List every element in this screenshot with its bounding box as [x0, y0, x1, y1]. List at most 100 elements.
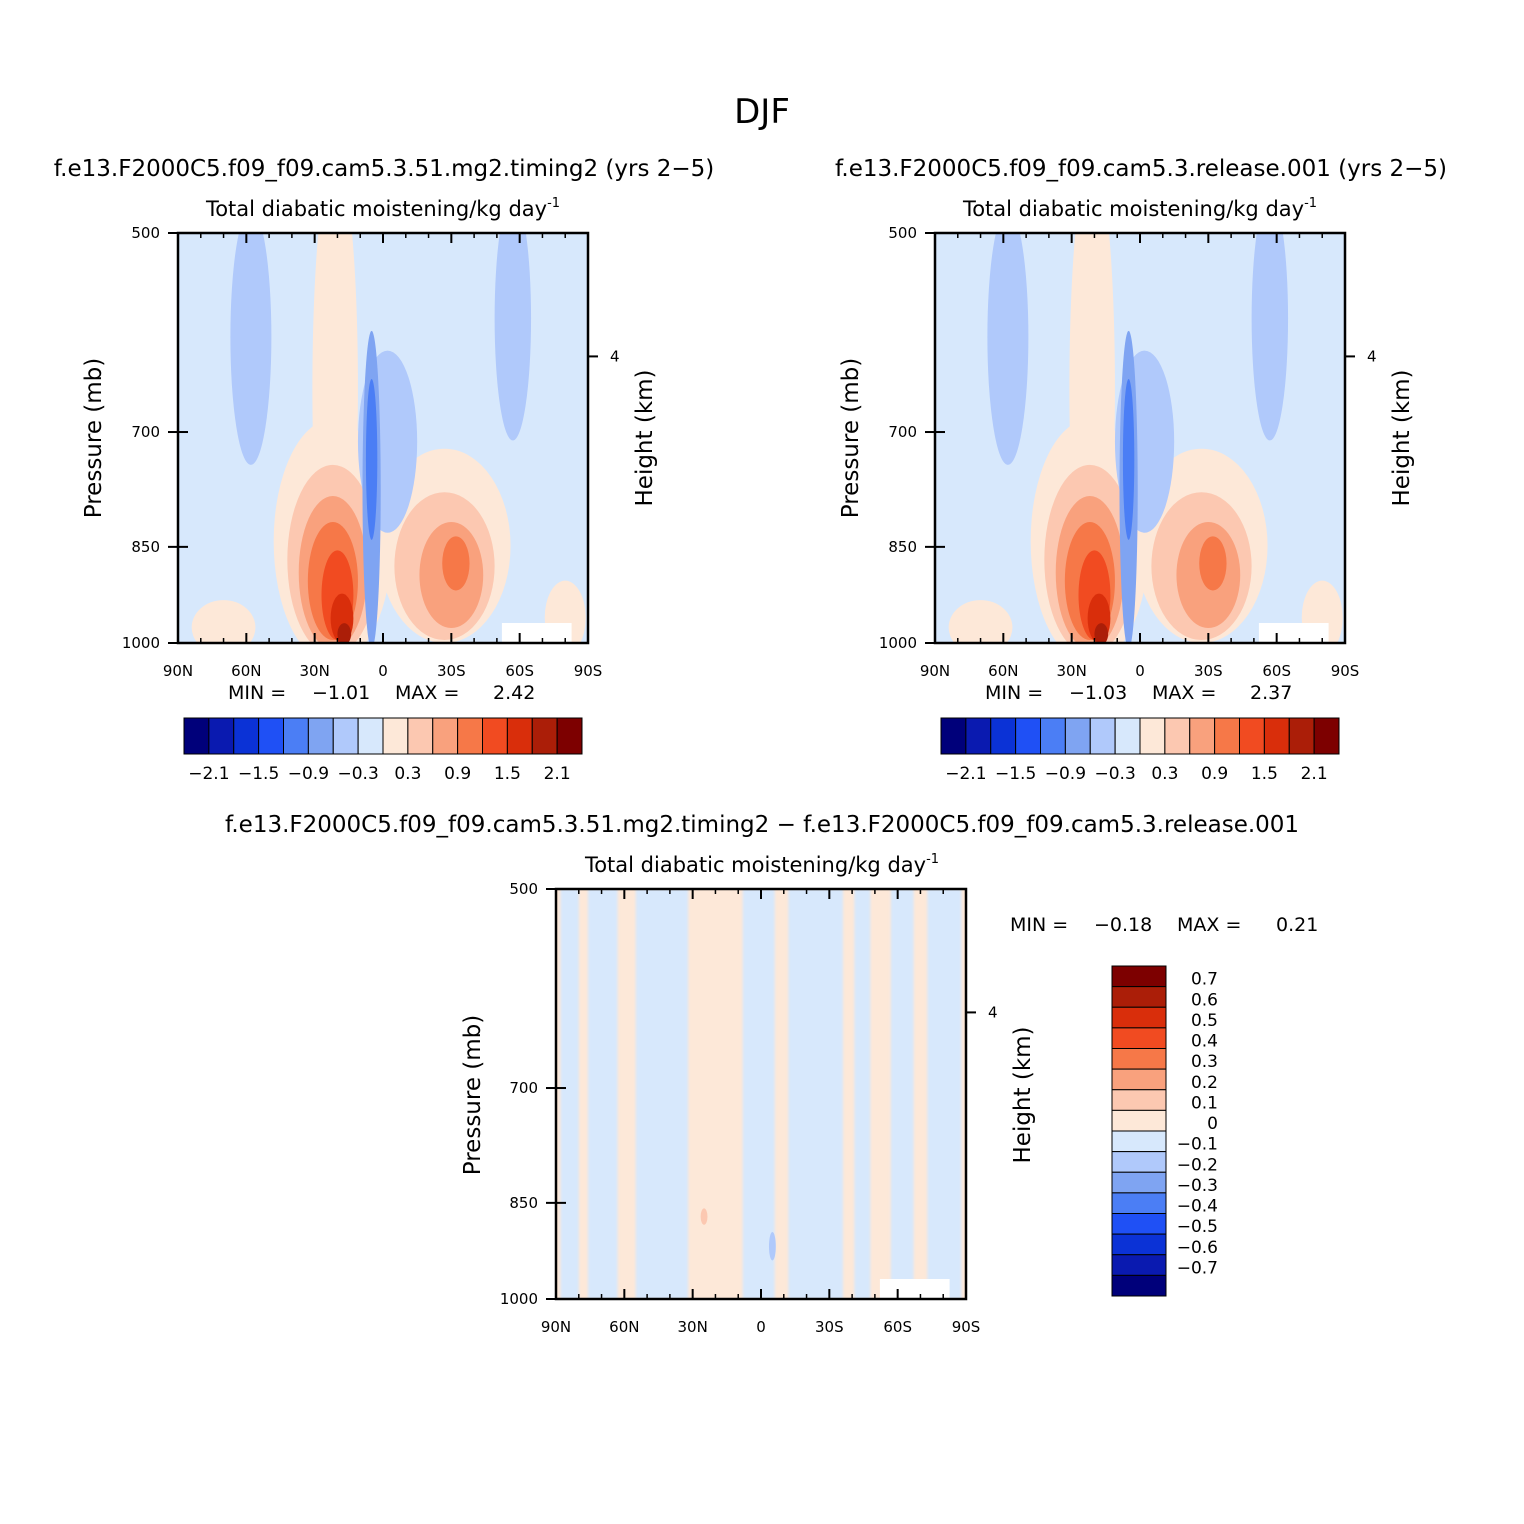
colorbar-label-4: 0.3 — [1191, 1052, 1218, 1072]
colorbar-box-7 — [1111, 1109, 1167, 1132]
colorbar-label-6: 0.1 — [1191, 1093, 1218, 1113]
x-tick-label-4: 30S — [815, 1318, 844, 1336]
colorbar-box-10 — [432, 717, 459, 755]
colorbar-label-7: 2.1 — [544, 764, 571, 784]
x-tick-label-4: 30S — [1194, 662, 1223, 680]
colorbar-label-5: 0.2 — [1191, 1073, 1218, 1093]
y-right-tick-label-0: 4 — [988, 1003, 998, 1021]
colorbar-box-8 — [1139, 717, 1166, 755]
colorbar-box-7 — [1114, 717, 1141, 755]
panel-1-max-value: 2.42 — [493, 682, 535, 704]
colorbar-box-14 — [531, 717, 558, 755]
field-band-2 — [635, 889, 689, 1299]
field-blob-15 — [1094, 623, 1109, 643]
colorbar-box-10 — [1189, 717, 1216, 755]
field-band-1 — [587, 889, 618, 1299]
y-tick-label-3: 1000 — [879, 634, 917, 652]
panel-2-title: Total diabatic moistening/kg day-1 — [962, 196, 1317, 221]
panel-1-max-label: MAX = — [395, 682, 459, 704]
colorbar-label-4: 0.3 — [394, 764, 421, 784]
field-band-5 — [854, 889, 871, 1299]
colorbar-box-2 — [1111, 1006, 1167, 1029]
colorbar-label-10: −0.3 — [1177, 1176, 1218, 1196]
panel-3-ylabel-right: Height (km) — [1010, 1026, 1036, 1163]
x-tick-label-0: 90N — [163, 662, 193, 680]
colorbar-label-13: −0.6 — [1177, 1238, 1218, 1258]
missing-data-mask — [501, 623, 572, 643]
colorbar-box-4 — [1040, 717, 1066, 755]
colorbar-box-11 — [457, 717, 483, 755]
x-tick-label-6: 90S — [952, 1318, 981, 1336]
colorbar-box-15 — [1313, 717, 1340, 755]
panel-3-ylabel: Pressure (mb) — [460, 1015, 486, 1175]
panel-1-min-label: MIN = — [228, 682, 286, 704]
colorbar-box-11 — [1214, 717, 1240, 755]
colorbar-label-6: 1.5 — [494, 764, 521, 784]
panel-2-min-label: MIN = — [985, 682, 1043, 704]
field-blob-0 — [230, 233, 272, 465]
panel-1-min-value: −1.01 — [312, 682, 370, 704]
colorbar-box-10 — [1111, 1171, 1167, 1194]
field-blob-1 — [1251, 233, 1289, 441]
x-tick-label-6: 90S — [1331, 662, 1360, 680]
y-tick-label-2: 850 — [509, 1194, 538, 1212]
panel-2: f.e13.F2000C5.f09_f09.cam5.3.release.001… — [835, 156, 1447, 784]
field-blob-18 — [365, 379, 378, 540]
panel-1-title-text: Total diabatic moistening/kg day — [205, 197, 547, 221]
colorbar-label-9: −0.2 — [1177, 1155, 1218, 1175]
colorbar-label-2: −0.9 — [288, 764, 329, 784]
colorbar-box-15 — [1111, 1274, 1167, 1297]
y-tick-label-1: 700 — [888, 423, 917, 441]
colorbar-box-8 — [382, 717, 409, 755]
colorbar-box-3 — [258, 717, 284, 755]
y-right-tick-label-0: 4 — [1367, 347, 1377, 365]
colorbar-box-4 — [283, 717, 309, 755]
colorbar-box-13 — [1111, 1233, 1167, 1256]
colorbar-box-9 — [1111, 1151, 1167, 1173]
colorbar-box-5 — [307, 717, 334, 755]
colorbar-label-4: 0.3 — [1151, 764, 1178, 784]
colorbar-label-1: −1.5 — [995, 764, 1036, 784]
colorbar-box-0 — [183, 717, 210, 755]
colorbar-box-15 — [556, 717, 583, 755]
panel-1-title: Total diabatic moistening/kg day-1 — [205, 196, 560, 221]
colorbar-box-6 — [1111, 1089, 1167, 1111]
colorbar-box-1 — [1111, 986, 1167, 1008]
colorbar-label-14: −0.7 — [1177, 1258, 1218, 1278]
x-tick-label-5: 60S — [505, 662, 534, 680]
field-band-6 — [890, 889, 914, 1299]
x-tick-label-0: 90N — [541, 1318, 571, 1336]
field-band-4 — [788, 889, 843, 1299]
panel-2-ylabel-right: Height (km) — [1389, 369, 1415, 506]
field-band-7 — [927, 889, 962, 1299]
colorbar-box-4 — [1111, 1048, 1167, 1070]
panel-1-title-exponent: -1 — [547, 196, 560, 211]
panel-3-min-label: MIN = — [1010, 914, 1068, 936]
colorbar-label-5: 0.9 — [1201, 764, 1228, 784]
x-tick-label-1: 60N — [609, 1318, 639, 1336]
x-tick-label-4: 30S — [437, 662, 466, 680]
colorbar-box-6 — [1089, 717, 1116, 755]
y-right-tick-label-0: 4 — [610, 347, 620, 365]
field-blob-12 — [442, 536, 470, 591]
panel-2-title-text: Total diabatic moistening/kg day — [962, 197, 1304, 221]
panel-2-case-title: f.e13.F2000C5.f09_f09.cam5.3.release.001… — [835, 156, 1447, 182]
y-tick-label-3: 1000 — [500, 1290, 538, 1308]
panel-2-min-value: −1.03 — [1069, 682, 1127, 704]
colorbar-label-2: −0.9 — [1045, 764, 1086, 784]
colorbar-label-8: −0.1 — [1177, 1135, 1218, 1155]
colorbar-box-14 — [1111, 1254, 1167, 1276]
colorbar-label-12: −0.5 — [1177, 1217, 1218, 1237]
colorbar-label-5: 0.9 — [444, 764, 471, 784]
panel-3-title-exponent: -1 — [926, 852, 939, 867]
colorbar-box-0 — [1111, 965, 1167, 988]
panel-3-max-value: 0.21 — [1276, 914, 1318, 936]
colorbar-box-3 — [1111, 1027, 1167, 1049]
x-tick-label-1: 60N — [231, 662, 261, 680]
y-tick-label-0: 500 — [131, 224, 160, 242]
panel-3-case-title: f.e13.F2000C5.f09_f09.cam5.3.51.mg2.timi… — [225, 812, 1299, 838]
field-blob-15 — [337, 623, 352, 643]
y-tick-label-1: 700 — [509, 1079, 538, 1097]
field-blob-0 — [987, 233, 1029, 465]
field-blob-1 — [700, 1208, 708, 1225]
